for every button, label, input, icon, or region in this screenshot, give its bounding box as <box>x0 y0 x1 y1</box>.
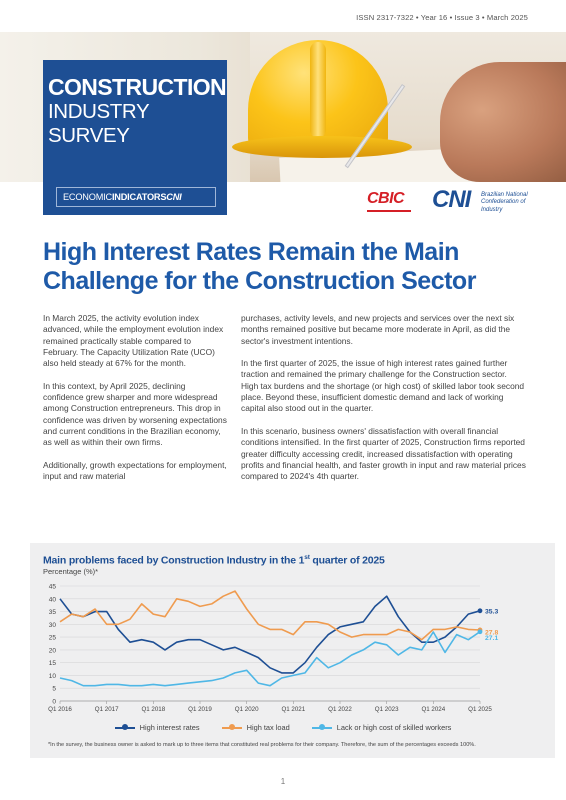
y-tick-label: 40 <box>49 596 57 603</box>
legend-swatch-labor <box>311 724 332 730</box>
paragraph: Additionally, growth expectations for em… <box>43 459 227 482</box>
series-end-point-labor <box>477 629 483 635</box>
paragraph: purchases, activity levels, and new proj… <box>241 313 515 346</box>
chart-title-sup: st <box>304 554 310 561</box>
legend-label: High tax load <box>246 723 290 732</box>
x-tick-label: Q1 2020 <box>235 706 259 713</box>
x-tick-label: Q1 2021 <box>281 706 305 713</box>
legend-swatch-tax <box>221 724 242 730</box>
legend-item-labor: Lack or high cost of skilled workers <box>311 723 452 732</box>
y-tick-label: 35 <box>49 609 57 616</box>
paragraph: In this scenario, business owners' dissa… <box>241 425 526 482</box>
hard-hat-ridge <box>310 42 326 138</box>
hand-image <box>440 62 566 182</box>
title-panel: CONSTRUCTION INDUSTRY SURVEY ECONOMICIND… <box>43 60 227 215</box>
paragraph: In this context, by April 2025, declinin… <box>43 380 227 448</box>
x-tick-label: Q1 2016 <box>48 706 72 713</box>
x-tick-label: Q1 2023 <box>375 706 399 713</box>
data-label-tax: 27.8 <box>485 629 498 636</box>
economic-indicators-badge: ECONOMICINDICATORSCNI <box>56 187 216 207</box>
headline: High Interest Rates Remain the Main Chal… <box>43 238 476 295</box>
chart-legend: High interest rates High tax load Lack o… <box>0 723 566 732</box>
cni-description: Brazilian National Confederation of Indu… <box>481 192 528 213</box>
line-chart: 0 5 10 15 20 25 30 35 40 45 Q1 2016 Q1 2017 Q1 2018 Q… <box>48 584 498 714</box>
publication-title-line1: CONSTRUCTION <box>48 74 227 100</box>
data-label-interest: 35.3 <box>485 608 498 615</box>
y-tick-label: 5 <box>52 686 56 693</box>
y-tick-label: 10 <box>49 673 57 680</box>
x-tick-label: Q1 2018 <box>141 706 165 713</box>
legend-label: High interest rates <box>139 723 200 732</box>
legend-item-tax: High tax load <box>221 723 290 732</box>
series-end-point-interest <box>477 608 483 614</box>
y-tick-label: 30 <box>49 622 57 629</box>
publication-title-line2: INDUSTRY SURVEY <box>48 100 149 147</box>
series-line-labor <box>59 631 481 687</box>
indicator-brand: CNI <box>166 192 182 202</box>
x-tick-label: Q1 2025 <box>468 706 492 713</box>
hero-photo <box>0 32 566 182</box>
x-tick-label: Q1 2022 <box>328 706 352 713</box>
hard-hat-brim <box>232 136 412 158</box>
data-label-labor: 27.1 <box>485 635 498 642</box>
body-column-right: purchases, activity levels, and new proj… <box>241 313 526 494</box>
y-tick-label: 20 <box>49 647 57 654</box>
x-tick-label: Q1 2019 <box>188 706 212 713</box>
chart-title-main: Main problems faced by Construction Indu… <box>43 554 305 567</box>
legend-item-interest: High interest rates <box>114 723 200 732</box>
chart-panel <box>30 543 555 758</box>
body-column-left: In March 2025, the activity evolution in… <box>43 313 228 494</box>
chart-subtitle: Percentage (%)* <box>43 567 99 576</box>
series-line-interest <box>59 595 481 674</box>
cbic-logo: CBIC <box>367 190 405 207</box>
chart-footnote: *In the survey, the business owner is as… <box>48 742 476 748</box>
y-tick-label: 25 <box>49 635 57 642</box>
series-line-tax <box>59 590 481 641</box>
x-tick-label: Q1 2024 <box>421 706 445 713</box>
x-tick-label: Q1 2017 <box>95 706 119 713</box>
y-tick-label: 0 <box>52 699 56 706</box>
y-tick-label: 45 <box>49 584 57 591</box>
legend-swatch-interest <box>114 724 135 730</box>
y-tick-label: 15 <box>49 660 57 667</box>
indicator-prefix: ECONOMIC <box>63 192 112 202</box>
cbic-logo-underline <box>367 210 411 212</box>
legend-label: Lack or high cost of skilled workers <box>336 723 452 732</box>
chart-title-end: quarter of 2025 <box>309 554 385 567</box>
paragraph: In the first quarter of 2025, the issue … <box>241 358 525 414</box>
chart-title: Main problems faced by Construction Indu… <box>43 554 385 567</box>
cni-logo: CNI <box>432 186 471 213</box>
indicator-bold: INDICATORS <box>111 192 167 202</box>
issn-line: ISSN 2317-7322 • Year 16 • Issue 3 • Mar… <box>356 13 528 22</box>
paragraph: In March 2025, the activity evolution in… <box>43 313 224 369</box>
page-number: 1 <box>280 777 286 786</box>
